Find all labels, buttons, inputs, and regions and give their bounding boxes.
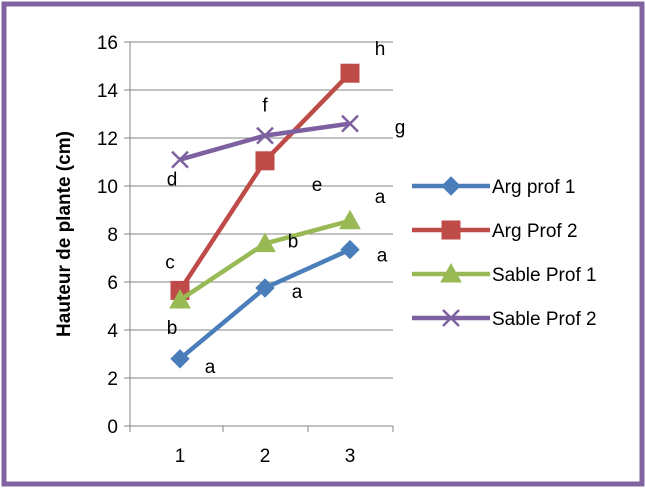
data-point-marker xyxy=(256,126,274,145)
y-tick-label: 10 xyxy=(97,177,118,198)
data-point-marker xyxy=(254,232,276,253)
data-point-marker xyxy=(340,63,360,83)
y-axis-label: Hauteur de plante (cm) xyxy=(54,131,75,337)
x-tick-label: 2 xyxy=(260,446,271,467)
legend-label: Arg prof 1 xyxy=(492,177,575,198)
series-layer xyxy=(169,63,361,369)
legend-marker xyxy=(441,220,461,240)
legend-item: Arg prof 1 xyxy=(412,176,575,198)
x-tick-label: 1 xyxy=(175,446,186,467)
legend-item: Sable Prof 2 xyxy=(412,309,597,330)
data-point-marker xyxy=(255,151,275,171)
y-tick-label: 4 xyxy=(107,321,118,342)
significance-letter: b xyxy=(288,232,299,253)
significance-letter: a xyxy=(292,282,303,303)
significance-letter: b xyxy=(167,318,178,339)
series-sable-prof-2 xyxy=(171,114,359,169)
y-tick-label: 0 xyxy=(107,417,118,438)
legend-item: Arg Prof 2 xyxy=(412,220,578,242)
data-point-marker xyxy=(171,150,189,169)
significance-letter: h xyxy=(375,39,386,60)
data-point-marker xyxy=(170,349,190,369)
legend-item: Sable Prof 1 xyxy=(412,262,597,286)
legend-marker xyxy=(442,309,460,327)
data-point-marker xyxy=(169,288,191,309)
y-tick-label: 6 xyxy=(107,273,118,294)
legend-marker xyxy=(441,176,461,196)
significance-letter: a xyxy=(205,357,216,378)
y-tick-label: 12 xyxy=(97,129,118,150)
legend: Arg prof 1 Arg Prof 2 Sable Prof 1 Sable Pr… xyxy=(412,176,597,330)
legend-marker xyxy=(440,262,462,283)
annotations-layer: a a a c e h b b a d f g xyxy=(165,39,405,378)
y-tick-label: 14 xyxy=(97,81,119,102)
y-tick-label: 2 xyxy=(107,369,118,390)
significance-letter: f xyxy=(262,96,268,117)
significance-letter: a xyxy=(375,187,386,208)
y-tick-label: 16 xyxy=(97,33,118,54)
data-point-marker xyxy=(341,114,359,133)
y-tick-label: 8 xyxy=(107,225,118,246)
series-arg-prof-1 xyxy=(170,239,360,369)
significance-letter: a xyxy=(377,246,388,267)
data-point-marker xyxy=(255,278,275,298)
legend-label: Arg Prof 2 xyxy=(492,221,578,242)
significance-letter: c xyxy=(165,252,175,273)
data-point-marker xyxy=(339,209,361,230)
significance-letter: g xyxy=(395,118,406,139)
data-point-marker xyxy=(340,239,360,260)
significance-letter: e xyxy=(312,175,323,196)
x-tick-label: 3 xyxy=(345,446,356,467)
legend-label: Sable Prof 2 xyxy=(492,309,597,330)
series-sable-prof-1 xyxy=(169,209,361,309)
legend-label: Sable Prof 1 xyxy=(492,265,597,286)
significance-letter: d xyxy=(167,170,178,191)
series-arg-prof-2 xyxy=(170,63,360,300)
